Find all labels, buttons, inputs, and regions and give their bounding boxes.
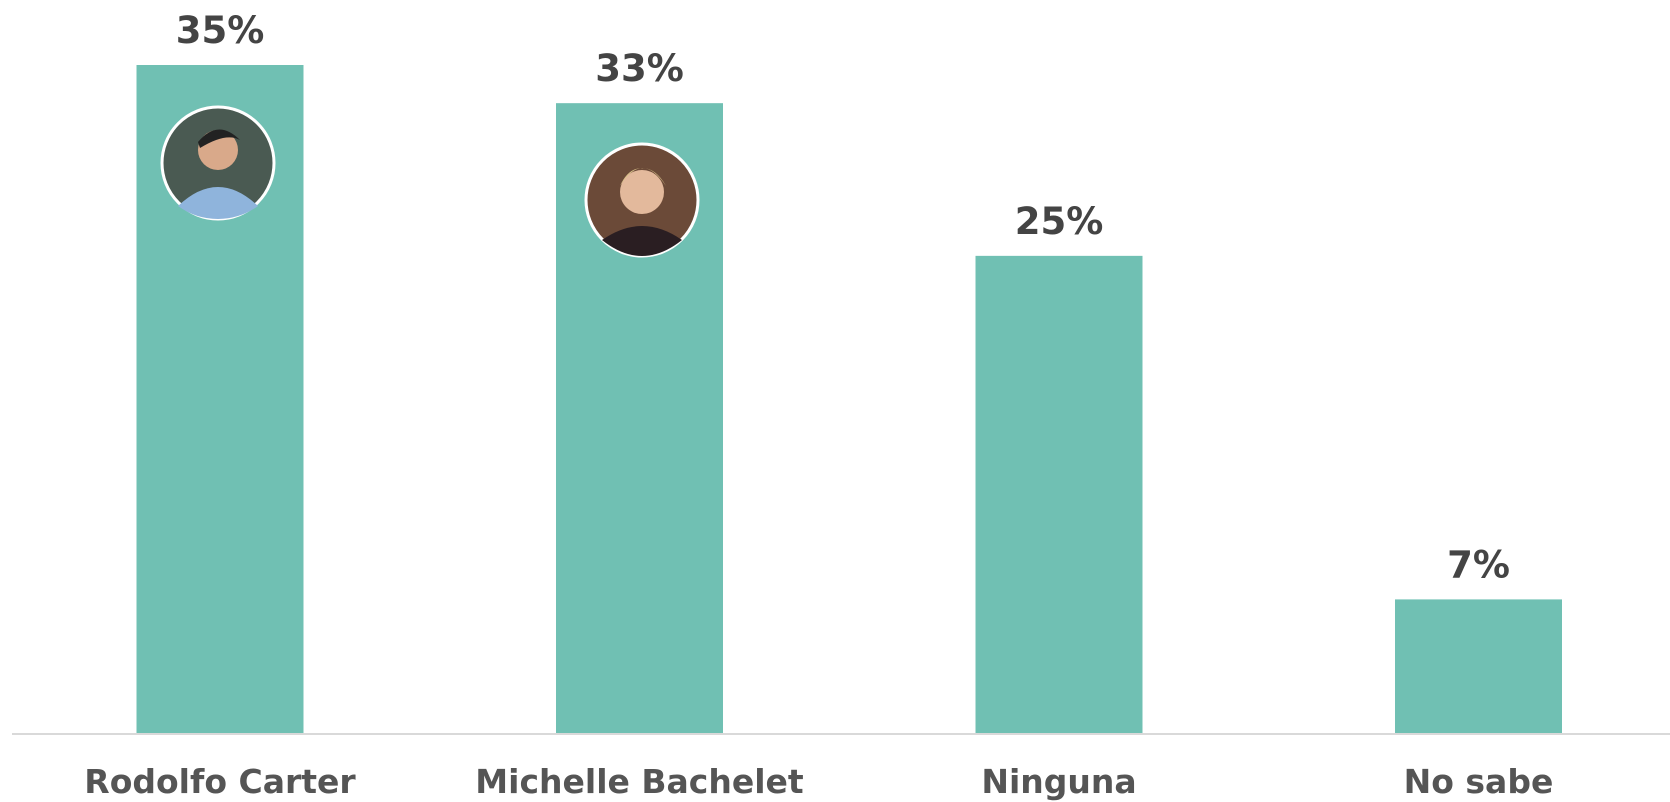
bars bbox=[136, 65, 1562, 733]
bar bbox=[1395, 599, 1562, 733]
x-tick-label: Ninguna bbox=[981, 762, 1136, 801]
photo bbox=[160, 105, 276, 221]
photo bbox=[584, 142, 700, 258]
x-tick-label: Michelle Bachelet bbox=[475, 762, 804, 801]
x-tick-label: No sabe bbox=[1404, 762, 1554, 801]
value-label: 7% bbox=[1447, 543, 1510, 586]
bar bbox=[975, 255, 1143, 733]
value-label: 33% bbox=[595, 47, 684, 90]
x-tick-label: Rodolfo Carter bbox=[84, 762, 356, 801]
value-label: 25% bbox=[1015, 200, 1104, 243]
value-label: 35% bbox=[176, 9, 265, 52]
